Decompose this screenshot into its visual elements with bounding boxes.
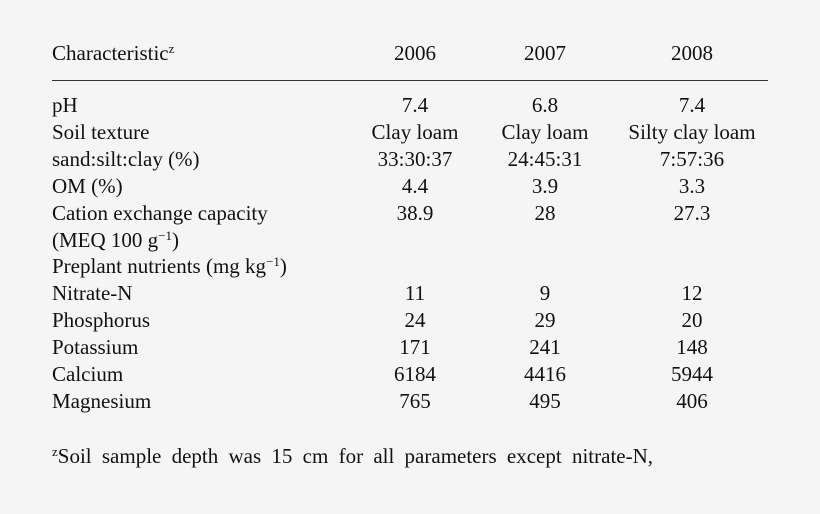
row-label: Magnesium: [52, 388, 152, 413]
table-row: Cation exchange capacity 38.9 28 27.3: [52, 200, 768, 227]
row-value: 3.3: [678, 173, 706, 198]
table-row: OM (%) 4.4 3.9 3.3: [52, 173, 768, 200]
table-row: pH 7.4 6.8 7.4: [52, 92, 768, 119]
table-header: Characteristicz 2006 2007 2008: [52, 40, 768, 67]
header-year: 2007: [524, 41, 566, 65]
row-label: Potassium: [52, 335, 139, 360]
row-label: (MEQ 100 g−1): [52, 227, 180, 252]
row-value: 241: [529, 335, 561, 360]
row-label: sand:silt:clay (%): [52, 146, 200, 171]
row-value: 27.3: [673, 200, 711, 225]
header-year: 2008: [671, 41, 713, 65]
table-row: Calcium 6184 4416 5944: [52, 361, 768, 388]
row-value: 7.4: [678, 93, 706, 117]
footnote: zSoil sample depth was 15 cm for all par…: [52, 444, 654, 468]
row-value: Clay loam: [371, 119, 459, 144]
row-value: 3.9: [531, 173, 559, 198]
row-value: 171: [399, 335, 431, 360]
table-row: sand:silt:clay (%) 33:30:37 24:45:31 7:57:3…: [52, 146, 768, 173]
row-label: pH: [52, 93, 78, 117]
row-value: 24: [404, 308, 426, 333]
row-value: 28: [534, 200, 556, 225]
row-value: Clay loam: [501, 119, 589, 144]
row-label: Phosphorus: [52, 308, 151, 333]
row-label: Nitrate-N: [52, 281, 133, 306]
table-row: Nitrate-N 11 9 12: [52, 280, 768, 307]
row-label: Soil texture: [52, 119, 150, 144]
row-value: 33:30:37: [377, 146, 453, 171]
table-row: Potassium 171 241 148: [52, 334, 768, 361]
table-row: (MEQ 100 g−1): [52, 227, 768, 254]
row-value: Silty clay loam: [628, 119, 756, 144]
row-value: 7.4: [401, 93, 429, 117]
row-value: 4.4: [401, 173, 429, 198]
row-value: 765: [399, 388, 431, 413]
table-row: Magnesium 765 495 406: [52, 388, 768, 415]
row-value: 9: [539, 281, 551, 306]
row-value: 20: [681, 308, 703, 333]
row-value: 38.9: [396, 200, 434, 225]
row-value: 148: [676, 335, 708, 360]
row-label: OM (%): [52, 173, 123, 198]
row-value: 6.8: [531, 93, 559, 117]
header-rule: [52, 80, 768, 81]
row-value: 4416: [524, 362, 566, 386]
row-label: Preplant nutrients (mg kg−1): [52, 254, 287, 279]
row-value: 7:57:36: [659, 146, 725, 171]
row-value: 6184: [394, 362, 436, 386]
row-label: Cation exchange capacity: [52, 200, 268, 225]
row-value: 495: [529, 388, 561, 413]
table-row: Phosphorus 24 29 20: [52, 307, 768, 334]
row-value: 12: [681, 281, 703, 306]
header-year: 2006: [394, 41, 436, 65]
row-value: 29: [534, 308, 556, 333]
row-label: Calcium: [52, 362, 124, 386]
row-value: 406: [676, 388, 708, 413]
row-value: 24:45:31: [507, 146, 583, 171]
header-characteristic: Characteristicz: [52, 41, 175, 65]
table-row: Preplant nutrients (mg kg−1): [52, 253, 768, 280]
row-value: 5944: [671, 362, 713, 386]
row-value: 11: [404, 281, 426, 306]
table-row: Soil texture Clay loam Clay loam Silty clay…: [52, 119, 768, 146]
